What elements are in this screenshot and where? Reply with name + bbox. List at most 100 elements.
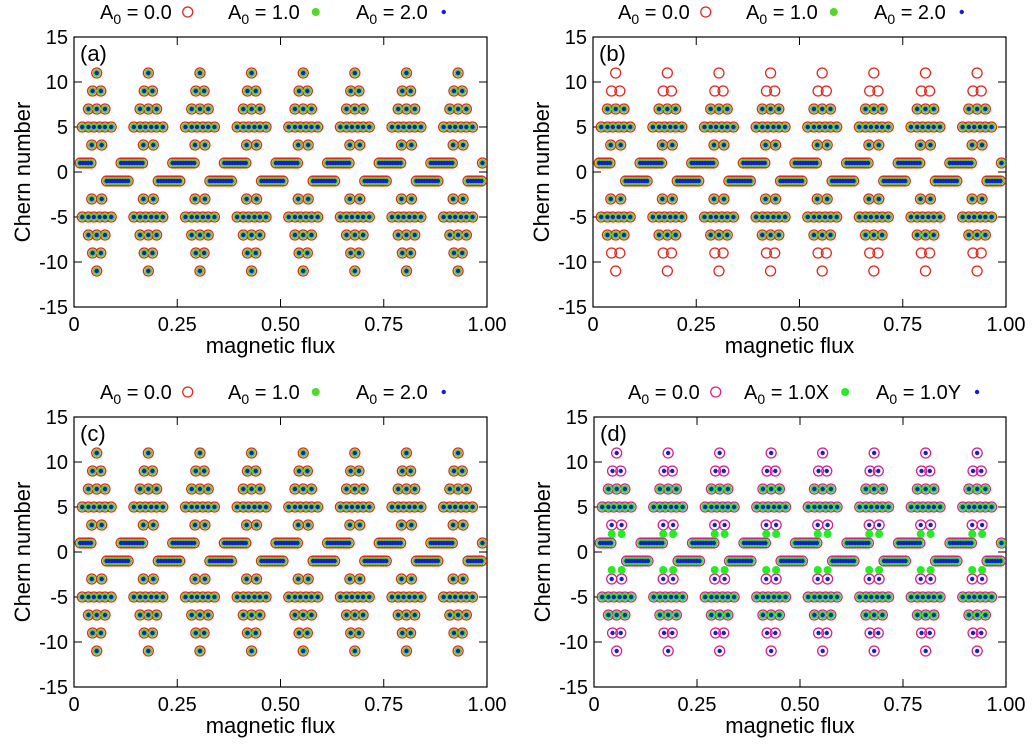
data-point — [618, 468, 623, 474]
data-point — [967, 247, 979, 259]
data-point — [606, 465, 619, 477]
data-point — [983, 486, 988, 492]
legend-marker — [710, 386, 722, 398]
data-point — [90, 88, 95, 94]
data-point — [915, 504, 920, 510]
data-point — [717, 450, 722, 456]
data-point — [817, 214, 822, 220]
data-point — [404, 612, 409, 618]
data-point — [151, 522, 156, 528]
data-point — [821, 193, 833, 205]
data-point — [714, 594, 719, 600]
data-point — [773, 142, 778, 148]
data-point — [605, 247, 618, 259]
data-point — [599, 124, 604, 130]
data-point — [455, 70, 461, 76]
data-point — [301, 232, 306, 238]
data-point — [249, 612, 254, 618]
data-point — [352, 612, 358, 618]
data-point — [257, 232, 263, 238]
data-point — [812, 486, 817, 492]
data-point — [357, 522, 362, 528]
data-point — [292, 594, 298, 600]
data-point — [616, 214, 621, 220]
data-point — [771, 594, 777, 600]
data-point — [823, 594, 828, 600]
data-point — [409, 196, 414, 202]
data-point — [610, 124, 616, 130]
data-point — [928, 576, 933, 582]
data-point — [709, 486, 714, 492]
data-point — [969, 540, 974, 546]
data-point — [457, 519, 469, 531]
data-point — [665, 85, 678, 97]
data-point — [384, 178, 389, 184]
panel-d: -15 -10 -5 0 5 10 15 0 0.25 0.50 0.75 1.00 magnetic … — [530, 382, 1025, 738]
data-point — [309, 594, 314, 600]
data-point — [673, 232, 678, 238]
data-point — [131, 594, 137, 600]
data-point — [926, 566, 935, 574]
data-point — [651, 504, 656, 510]
data-point — [666, 627, 678, 639]
data-point — [384, 558, 389, 564]
data-point — [344, 612, 349, 618]
data-point — [622, 486, 628, 492]
data-point — [452, 645, 464, 657]
data-point — [656, 214, 662, 220]
data-point — [606, 612, 611, 618]
data-point — [954, 558, 960, 564]
data-point — [192, 522, 198, 528]
data-point — [91, 214, 97, 220]
data-point — [863, 106, 868, 112]
data-point — [243, 160, 249, 166]
data-point — [702, 124, 707, 130]
data-point — [352, 106, 358, 112]
data-point — [250, 573, 263, 585]
data-point — [348, 88, 353, 94]
data-point — [253, 630, 258, 636]
data-point — [298, 124, 303, 130]
data-point — [94, 612, 99, 618]
plot-frame — [593, 416, 1007, 688]
data-point — [96, 139, 108, 151]
data-point — [302, 193, 314, 205]
data-point — [665, 612, 671, 618]
data-point — [708, 232, 713, 238]
data-point — [764, 67, 777, 79]
data-point — [931, 612, 937, 618]
data-point — [143, 504, 148, 510]
data-point — [615, 193, 627, 205]
data-point — [772, 566, 781, 574]
data-point — [399, 196, 404, 202]
data-point — [874, 214, 879, 220]
data-point — [718, 139, 730, 151]
data-point — [197, 106, 203, 112]
data-point — [344, 232, 349, 238]
data-point — [452, 265, 464, 277]
data-point — [396, 504, 401, 510]
data-point — [812, 627, 825, 639]
data-point — [348, 630, 353, 636]
y-tick-label: -10 — [558, 252, 587, 274]
data-point — [871, 232, 877, 238]
data-point — [820, 648, 825, 654]
x-tick-label: 0.25 — [678, 694, 717, 716]
data-point — [812, 465, 825, 477]
data-point — [610, 265, 622, 277]
data-point — [189, 124, 194, 130]
data-point — [249, 232, 254, 238]
data-point — [91, 124, 97, 130]
data-point — [450, 576, 456, 582]
data-point — [309, 504, 314, 510]
data-point — [719, 214, 725, 220]
data-point — [614, 450, 619, 456]
data-point — [983, 124, 988, 130]
data-point — [245, 88, 250, 94]
data-point — [834, 594, 840, 600]
data-point — [396, 486, 401, 492]
data-point — [821, 627, 833, 639]
data-point — [915, 214, 920, 220]
data-point — [354, 573, 366, 585]
data-point — [143, 214, 148, 220]
